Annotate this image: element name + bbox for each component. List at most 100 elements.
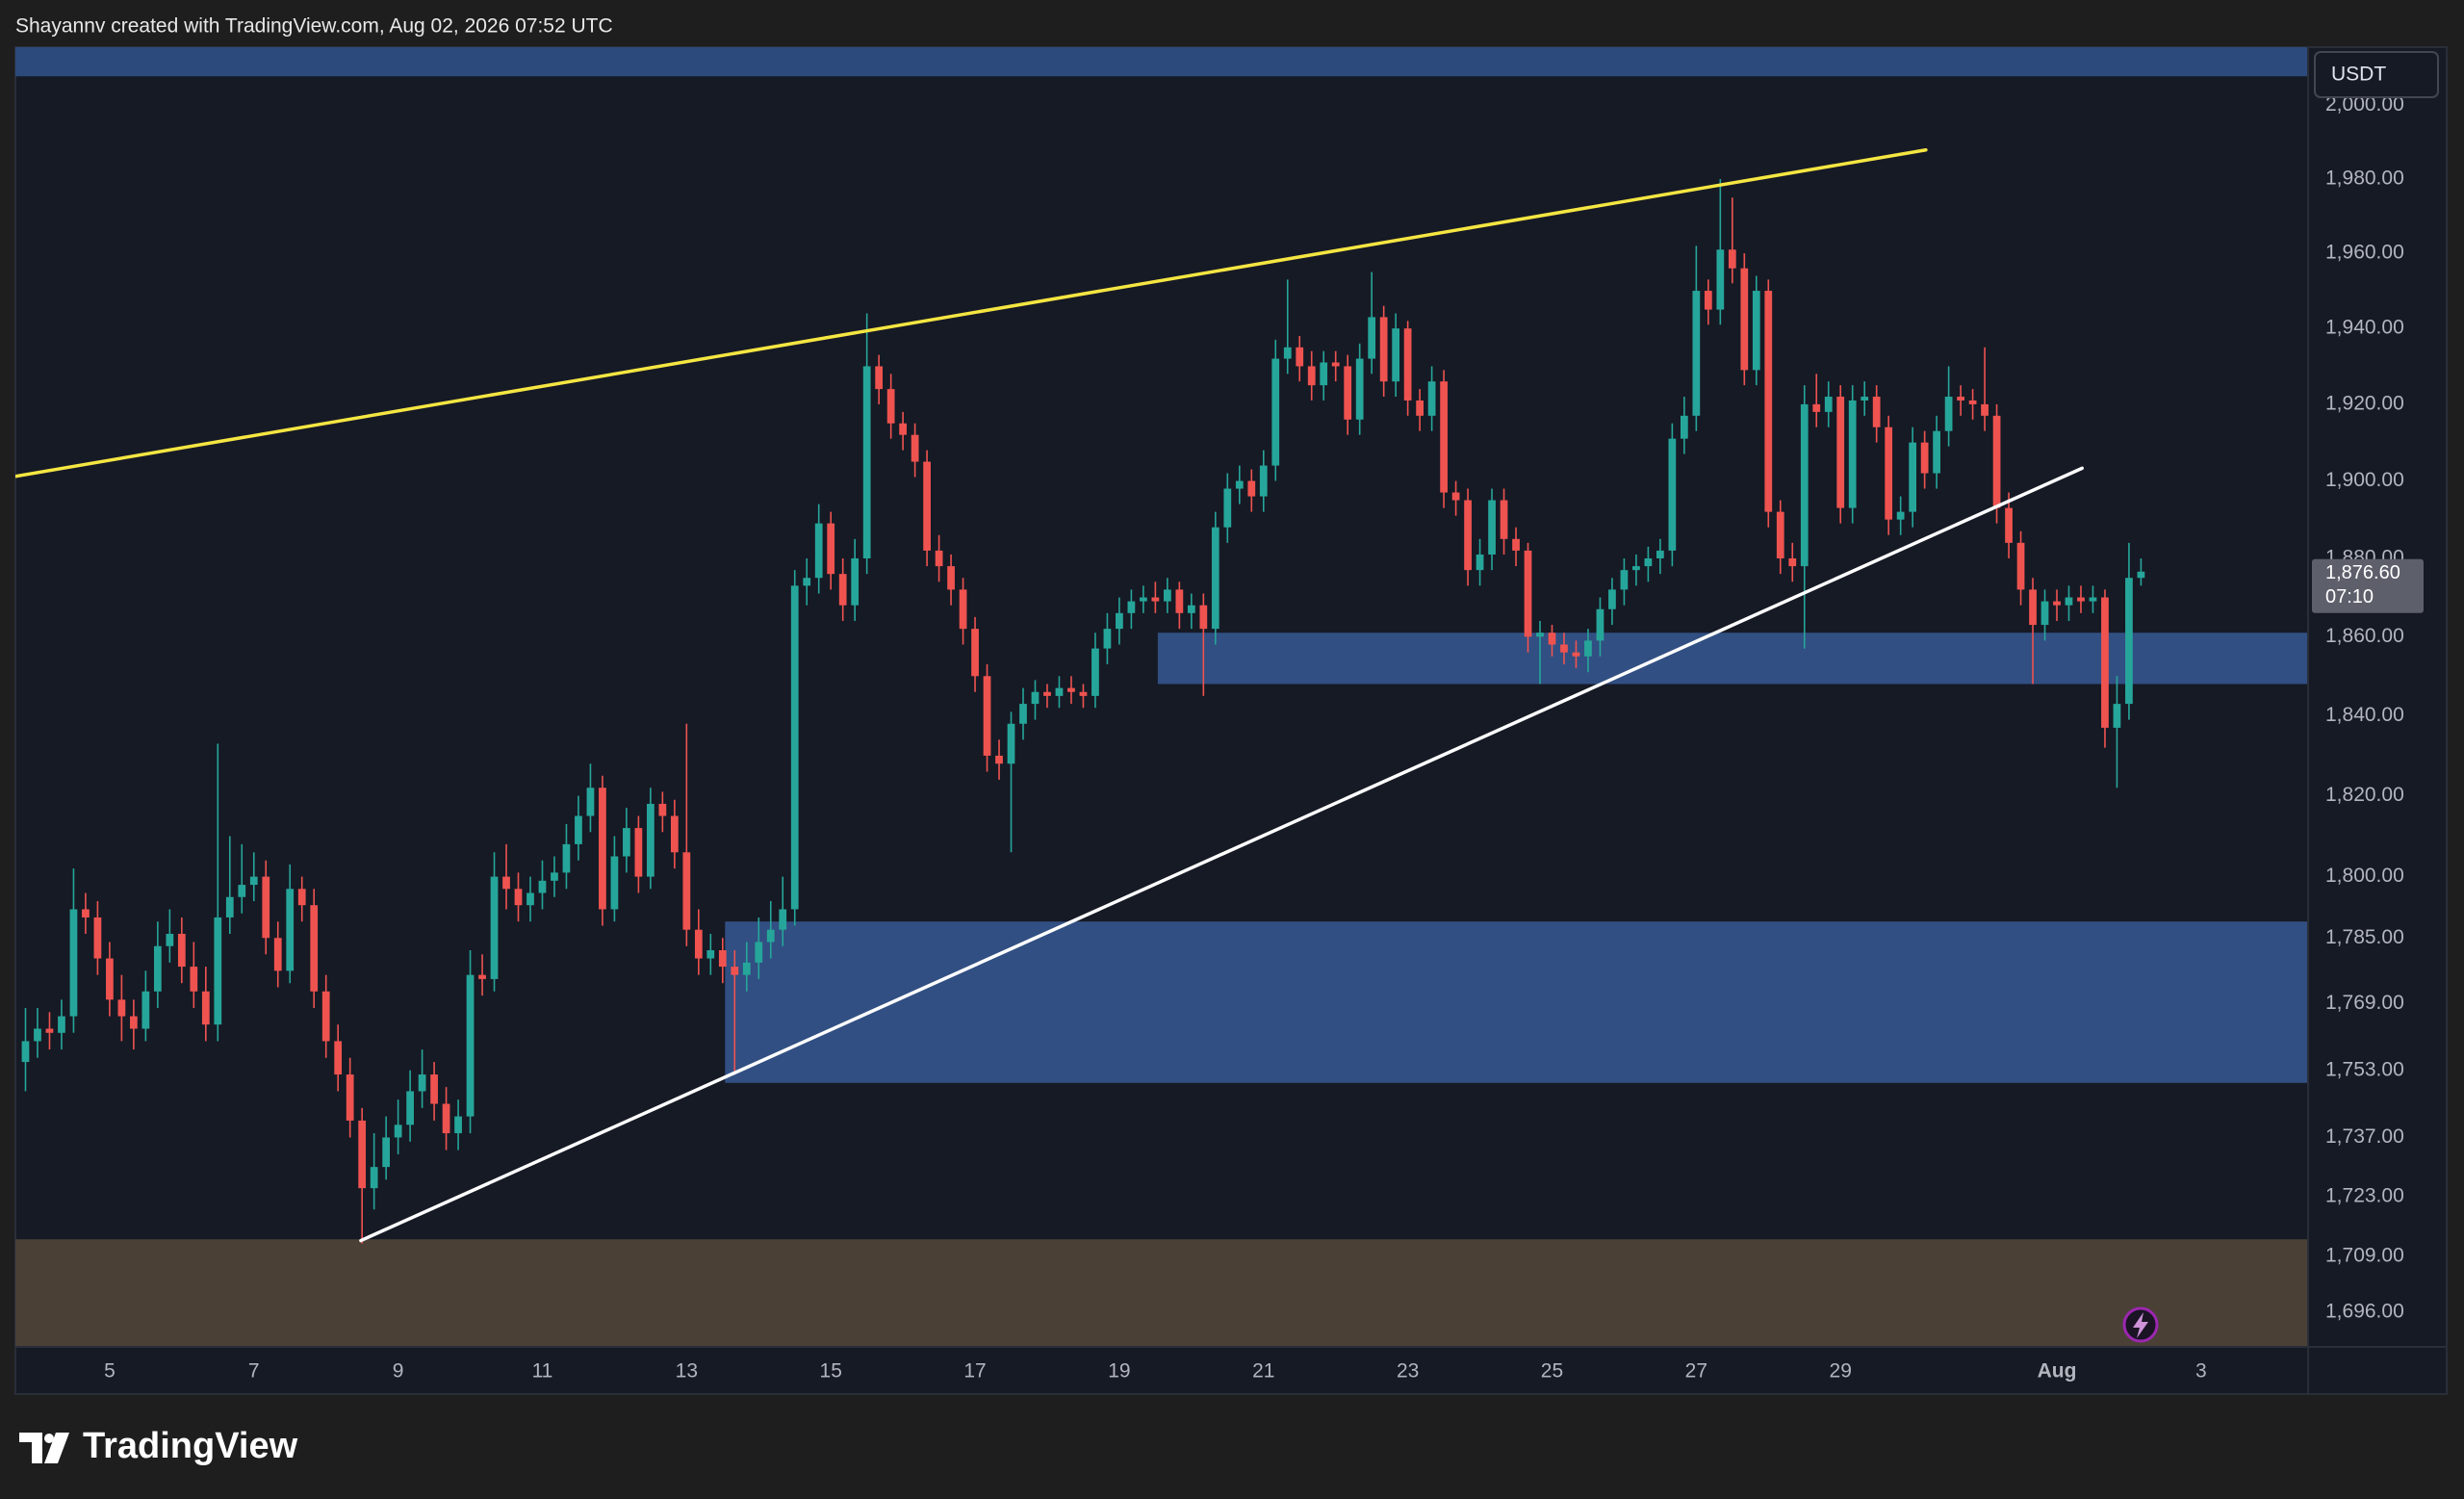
candle-body — [1440, 381, 1448, 493]
overlay: USDT 1,876.60 07:10 — [2122, 51, 2439, 1343]
candle-body — [1704, 291, 1712, 310]
candle-body — [935, 550, 943, 567]
candle-body — [1968, 400, 1977, 404]
y-tick-label: 1,940.00 — [2325, 317, 2404, 339]
candle-body — [166, 933, 174, 946]
candle-body — [130, 1016, 138, 1029]
candle-body — [1392, 328, 1400, 382]
candle-body — [2089, 597, 2097, 602]
candle-body — [82, 909, 90, 917]
candle-body — [1127, 601, 1136, 613]
candle-body — [1091, 648, 1099, 696]
candle-body — [249, 876, 258, 886]
candle-body — [1812, 403, 1821, 412]
candle-body — [1488, 500, 1496, 555]
candle-body — [502, 876, 510, 890]
candle-body — [1680, 415, 1688, 439]
candle-body — [790, 585, 799, 910]
candle-body — [1151, 597, 1160, 602]
candle-body — [430, 1074, 438, 1104]
candle-body — [2125, 578, 2133, 705]
candle-body — [190, 967, 198, 992]
candle-body — [273, 938, 282, 971]
candle-body — [1512, 538, 1520, 551]
candle-body — [394, 1124, 402, 1138]
y-tick-label: 1,900.00 — [2325, 469, 2404, 491]
candle-body — [1187, 605, 1195, 613]
zone — [1157, 633, 2308, 685]
candle-body — [454, 1116, 462, 1134]
candle-body — [1764, 291, 1773, 512]
alert-bolt — [2133, 1312, 2148, 1338]
candle-body — [418, 1074, 426, 1092]
candle-body — [658, 803, 667, 816]
candle-body — [575, 815, 582, 844]
x-tick-label: 7 — [248, 1360, 260, 1383]
x-tick-label: 21 — [1252, 1360, 1274, 1383]
candle-body — [1740, 268, 1749, 371]
candle-body — [358, 1120, 367, 1189]
countdown-label: 07:10 — [2325, 586, 2374, 607]
candle-body — [1524, 550, 1532, 637]
currency-box[interactable] — [2314, 51, 2439, 98]
candle-body — [851, 557, 860, 606]
candle-body — [1848, 400, 1857, 508]
candle-body — [1140, 597, 1147, 602]
candle-body — [1368, 317, 1376, 359]
candle-body — [1199, 605, 1208, 630]
candle-body — [623, 828, 630, 857]
candle-body — [478, 974, 486, 979]
candle-body — [406, 1091, 414, 1125]
candle-body — [34, 1028, 41, 1042]
candle-body — [1103, 629, 1112, 649]
candle-body — [1079, 691, 1088, 696]
logo-mark — [19, 1433, 42, 1463]
candle-body — [1043, 691, 1051, 696]
candle-body — [321, 991, 330, 1042]
y-tick-label: 2,000.00 — [2325, 93, 2404, 116]
candle-body — [1223, 488, 1232, 528]
candles — [21, 178, 2145, 1244]
candle-body — [1163, 589, 1171, 602]
candle-body — [2137, 571, 2145, 579]
candle-body — [225, 896, 234, 917]
candle-body — [755, 942, 763, 963]
candle-body — [310, 905, 319, 992]
candle-body — [1259, 465, 1268, 497]
candle-body — [779, 909, 787, 930]
candle-body — [58, 1016, 65, 1033]
candle-body — [69, 909, 78, 1017]
candle-body — [526, 892, 534, 906]
candle-body — [1055, 687, 1064, 696]
candle-body — [551, 872, 558, 881]
candle-body — [995, 755, 1003, 764]
candle-body — [1572, 652, 1580, 657]
candle-body — [1247, 480, 1256, 497]
candle-body — [1548, 633, 1556, 645]
candle-body — [370, 1167, 378, 1189]
candle-body — [514, 889, 523, 906]
candle-body — [731, 967, 739, 975]
candle-body — [1235, 480, 1244, 489]
zone — [15, 1239, 2308, 1347]
currency-label: USDT — [2331, 64, 2386, 86]
candle-body — [1560, 644, 1568, 653]
candle-body — [262, 876, 270, 939]
alert-icon[interactable] — [2122, 1306, 2159, 1343]
candle-body — [1451, 492, 1460, 501]
candle-body — [1668, 438, 1677, 551]
candle-body — [634, 828, 643, 877]
candle-body — [1824, 397, 1833, 412]
candle-body — [586, 788, 595, 816]
candle-body — [610, 856, 619, 910]
candle-body — [1019, 704, 1027, 724]
candle-body — [106, 958, 114, 1000]
candle-body — [923, 461, 931, 551]
candle-body — [1379, 317, 1388, 382]
x-tick-label: 9 — [393, 1360, 404, 1383]
candle-body — [1944, 397, 1953, 431]
y-tick-label: 1,920.00 — [2325, 392, 2404, 414]
candle-body — [1596, 608, 1604, 641]
x-tick-label: 29 — [1830, 1360, 1852, 1383]
